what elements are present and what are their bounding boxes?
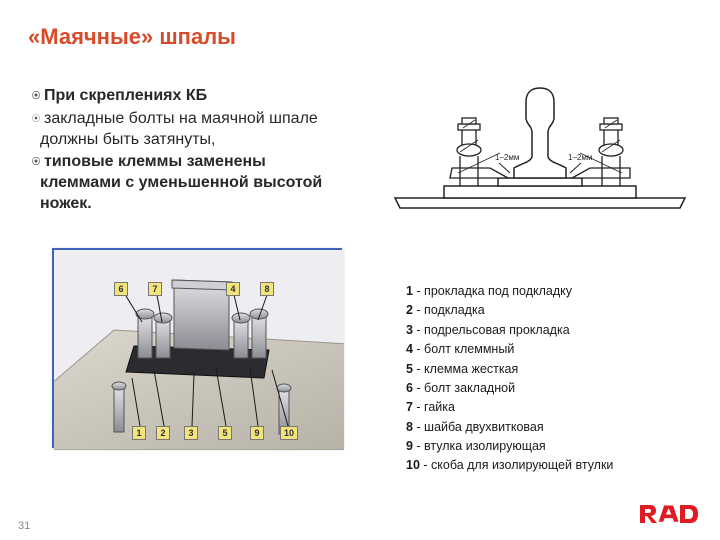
callout-6: 6 (114, 282, 128, 296)
rzd-logo (638, 501, 700, 530)
callout-2: 2 (156, 426, 170, 440)
callout-7: 7 (148, 282, 162, 296)
callout-1: 1 (132, 426, 146, 440)
parts-legend: 1 - прокладка под подкладку 2 - подкладк… (406, 282, 613, 476)
page-number: 31 (18, 520, 30, 532)
callout-4: 4 (226, 282, 240, 296)
legend-row: 8 - шайба двухвитковая (406, 418, 613, 437)
paragraph-2: закладные болты на маячной шпале должны … (28, 109, 338, 151)
assembly-render: 6 7 4 8 1 2 3 5 9 10 (52, 248, 342, 448)
legend-row: 10 - скоба для изолирующей втулки (406, 456, 613, 475)
legend-row: 1 - прокладка под подкладку (406, 282, 613, 301)
callout-3: 3 (184, 426, 198, 440)
paragraph-1: При скреплениях КБ (28, 86, 338, 107)
body-text: При скреплениях КБ закладные болты на ма… (28, 86, 338, 217)
legend-row: 5 - клемма жесткая (406, 360, 613, 379)
technical-diagram: 1–2мм 1–2мм (390, 78, 690, 228)
callout-9: 9 (250, 426, 264, 440)
callout-8: 8 (260, 282, 274, 296)
render-svg (54, 250, 344, 450)
dim-label-1: 1–2мм (495, 153, 519, 162)
callout-10: 10 (280, 426, 298, 440)
legend-row: 9 - втулка изолирующая (406, 437, 613, 456)
callout-5: 5 (218, 426, 232, 440)
legend-row: 6 - болт закладной (406, 379, 613, 398)
legend-row: 2 - подкладка (406, 301, 613, 320)
legend-row: 3 - подрельсовая прокладка (406, 321, 613, 340)
legend-row: 4 - болт клеммный (406, 340, 613, 359)
legend-row: 7 - гайка (406, 398, 613, 417)
slide-title: «Маячные» шпалы (28, 24, 236, 50)
paragraph-3: типовые клеммы заменены клеммами с умень… (28, 152, 338, 214)
dim-label-2: 1–2мм (568, 153, 592, 162)
